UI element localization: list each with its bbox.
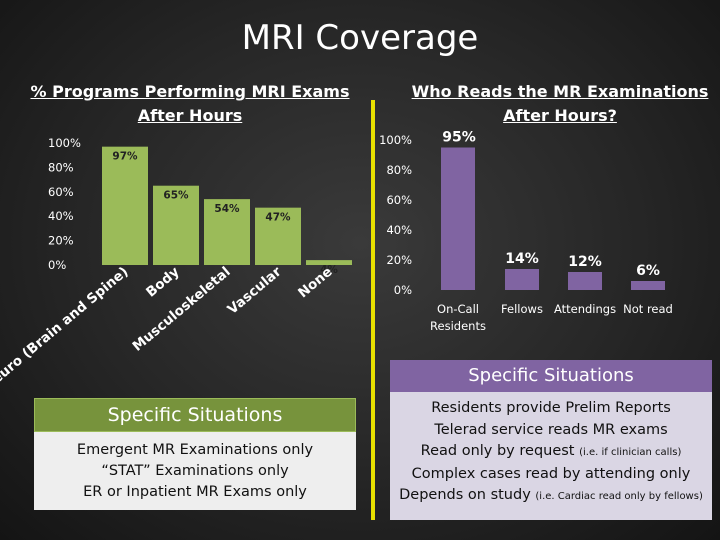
left-y-tick-label: 60% xyxy=(48,185,74,199)
right-chart-title-line1: Who Reads the MR Examinations xyxy=(411,82,709,101)
right-y-tick-label: 80% xyxy=(386,163,412,177)
right-bar-data-label: 95% xyxy=(442,130,476,146)
left-bar-0 xyxy=(102,146,148,265)
right-panel-line-1: Residents provide Prelim Reports xyxy=(431,400,671,416)
left-panel-heading: Specific Situations xyxy=(34,398,356,432)
right-bar-data-label: 14% xyxy=(505,251,539,267)
right-panel-line-5: Depends on study (i.e. Cardiac read only… xyxy=(390,485,712,508)
right-chart-title: Who Reads the MR Examinations After Hour… xyxy=(390,80,720,128)
left-x-category-label: Neuro (Brain and Spine) xyxy=(0,264,132,394)
right-y-tick-label: 0% xyxy=(394,283,412,297)
right-y-tick-label: 20% xyxy=(386,253,412,267)
right-y-tick-label: 100% xyxy=(379,133,412,147)
right-bar-1 xyxy=(505,269,539,290)
right-panel-line-3-main: Read only by request xyxy=(420,443,580,459)
right-panel-line-5-note: (i.e. Cardiac read only by fellows) xyxy=(535,491,703,502)
left-bar-1 xyxy=(153,185,199,265)
right-panel-line-5-main: Depends on study xyxy=(399,487,536,503)
right-bar-data-label: 6% xyxy=(636,263,660,279)
left-panel-line-1: Emergent MR Examinations only xyxy=(76,442,314,458)
left-bar-data-label: 65% xyxy=(163,190,189,202)
left-chart-title: % Programs Performing MRI Exams After Ho… xyxy=(10,80,370,128)
right-panel-heading: Specific Situations xyxy=(390,360,712,392)
left-x-category-label: Vascular xyxy=(225,264,285,318)
left-bar-data-label: 54% xyxy=(214,203,240,215)
right-bar-2 xyxy=(568,272,602,290)
right-panel-body: Residents provide Prelim Reports Telerad… xyxy=(390,392,712,520)
left-x-category-label: Musculoskeletal xyxy=(130,264,234,355)
left-y-tick-label: 80% xyxy=(48,160,74,174)
yellow-divider xyxy=(371,100,375,520)
left-x-category-label: None xyxy=(295,264,335,302)
left-y-tick-label: 20% xyxy=(48,234,74,248)
left-bar-data-label: 4% xyxy=(320,264,338,276)
slide-title: MRI Coverage xyxy=(241,18,479,58)
right-bar-0 xyxy=(441,147,475,290)
left-bar-4 xyxy=(306,260,352,265)
right-x-category-label: Residents xyxy=(430,319,486,333)
right-panel-line-4: Complex cases read by attending only xyxy=(411,465,691,482)
right-panel-line-3-note: (i.e. if clinician calls) xyxy=(579,447,682,458)
right-y-tick-label: 40% xyxy=(386,223,412,237)
left-y-tick-label: 100% xyxy=(48,136,81,150)
right-bar-data-label: 12% xyxy=(568,254,602,270)
left-panel-body: Emergent MR Examinations only “STAT” Exa… xyxy=(34,432,356,510)
left-bar-2 xyxy=(204,199,250,265)
right-x-category-label: Fellows xyxy=(501,302,543,316)
right-bar-3 xyxy=(631,281,665,290)
left-y-tick-label: 0% xyxy=(48,258,66,272)
left-panel-line-3: ER or Inpatient MR Exams only xyxy=(83,484,307,500)
left-bar-data-label: 47% xyxy=(265,212,291,224)
right-x-category-label: On-Call xyxy=(437,302,479,316)
left-chart-title-line2: After Hours xyxy=(137,106,243,125)
left-chart-title-line1: % Programs Performing MRI Exams xyxy=(30,82,350,101)
right-x-category-label: Not read xyxy=(623,302,673,316)
left-panel-line-2: “STAT” Examinations only xyxy=(101,463,289,479)
right-chart-title-line2: After Hours? xyxy=(503,106,617,125)
right-panel-line-2: Telerad service reads MR exams xyxy=(434,421,668,438)
right-panel-line-3: Read only by request (i.e. if clinician … xyxy=(390,441,712,464)
left-x-category-label: Body xyxy=(143,264,183,301)
left-y-tick-label: 40% xyxy=(48,209,74,223)
right-panel-heading-text: Specific Situations xyxy=(468,365,634,386)
left-bar-data-label: 97% xyxy=(112,151,138,163)
right-y-tick-label: 60% xyxy=(386,193,412,207)
right-x-category-label: Attendings xyxy=(554,302,616,316)
left-panel-heading-text: Specific Situations xyxy=(107,404,283,426)
left-bar-3 xyxy=(255,207,301,265)
